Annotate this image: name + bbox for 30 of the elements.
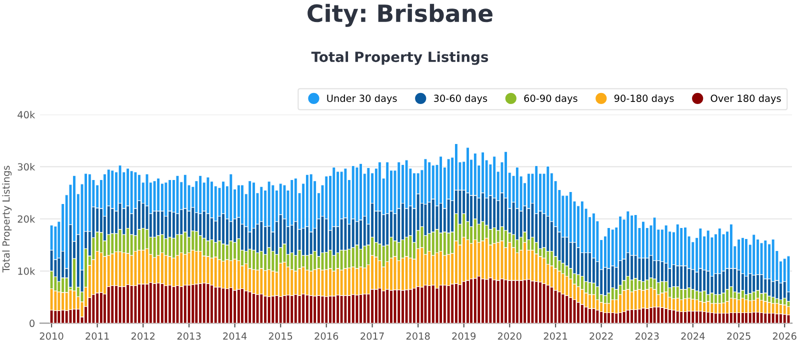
x-tick-label: 2020 bbox=[498, 332, 522, 340]
y-tick-label: 0 bbox=[30, 320, 34, 328]
x-tick-label: 2024 bbox=[681, 332, 705, 340]
y-tick-label: 30k bbox=[18, 163, 36, 171]
x-tick-label: 2017 bbox=[360, 332, 384, 340]
legend-label: 60-90 days bbox=[524, 94, 578, 104]
x-tick-label: 2014 bbox=[223, 332, 247, 340]
x-tick-label: 2016 bbox=[314, 332, 338, 340]
x-tick-label: 2018 bbox=[406, 332, 430, 340]
x-tick-label: 2012 bbox=[131, 332, 155, 340]
x-tick-label: 2021 bbox=[544, 332, 568, 340]
chart-subtitle: Total Property Listings bbox=[311, 51, 488, 65]
y-tick-label: 20k bbox=[18, 215, 36, 223]
x-tick-label: 2011 bbox=[86, 332, 109, 340]
x-tick-label: 2025 bbox=[727, 332, 750, 340]
y-tick-label: 40k bbox=[18, 110, 36, 118]
legend-label: 90-180 days bbox=[614, 94, 674, 104]
legend-label: Under 30 days bbox=[327, 94, 397, 104]
y-axis-title: Total Property Listings bbox=[2, 166, 12, 272]
x-tick-label: 2013 bbox=[177, 332, 201, 340]
x-tick-label: 2015 bbox=[268, 332, 292, 340]
x-tick-label: 2023 bbox=[635, 332, 659, 340]
x-tick-label: 2022 bbox=[590, 332, 613, 340]
legend-label: 30-60 days bbox=[434, 94, 488, 104]
y-tick-label: 10k bbox=[18, 267, 36, 275]
x-tick-label: 2026 bbox=[772, 332, 796, 340]
x-tick-label: 2010 bbox=[40, 332, 64, 340]
x-tick-label: 2019 bbox=[452, 332, 476, 340]
legend-label: Over 180 days bbox=[710, 94, 781, 104]
chart-title: City: Brisbane bbox=[308, 4, 492, 27]
